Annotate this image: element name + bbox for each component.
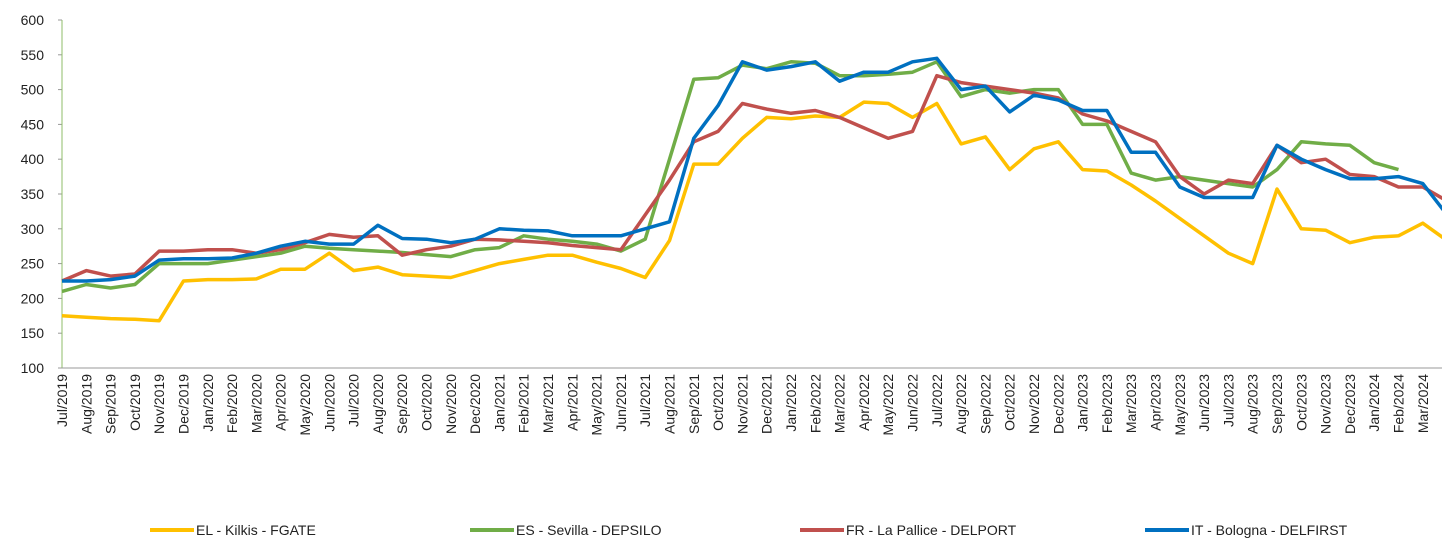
legend-label: ES - Sevilla - DEPSILO xyxy=(516,522,662,538)
x-tick-label: Nov/2022 xyxy=(1026,374,1042,434)
y-tick-label: 450 xyxy=(21,116,45,132)
legend-label: IT - Bologna - DELFIRST xyxy=(1191,522,1348,538)
x-tick-label: Feb/2021 xyxy=(516,374,532,433)
y-tick-label: 300 xyxy=(21,221,45,237)
x-tick-label: Jan/2020 xyxy=(200,374,216,432)
x-tick-label: Feb/2023 xyxy=(1099,374,1115,433)
x-tick-label: Sep/2023 xyxy=(1269,374,1285,434)
y-tick-label: 500 xyxy=(21,82,45,98)
x-tick-label: Dec/2020 xyxy=(467,374,483,434)
x-tick-label: Dec/2022 xyxy=(1050,374,1066,434)
x-tick-label: Feb/2022 xyxy=(807,374,823,433)
x-tick-label: Apr/2022 xyxy=(856,374,872,431)
x-tick-label: Aug/2019 xyxy=(78,374,94,434)
x-tick-label: Jul/2019 xyxy=(54,374,70,427)
x-tick-label: May/2020 xyxy=(297,374,313,436)
series-line xyxy=(61,100,1442,323)
x-tick-label: Sep/2022 xyxy=(977,374,993,434)
y-tick-label: 100 xyxy=(21,360,45,376)
x-tick-label: Oct/2021 xyxy=(710,374,726,431)
x-tick-label: Jul/2021 xyxy=(637,374,653,427)
x-tick-label: Nov/2021 xyxy=(734,374,750,434)
y-tick-label: 150 xyxy=(21,325,45,341)
x-tick-label: Jun/2021 xyxy=(613,374,629,432)
x-tick-label: Jul/2022 xyxy=(929,374,945,427)
x-tick-label: Oct/2020 xyxy=(419,374,435,431)
x-tick-label: May/2021 xyxy=(589,374,605,436)
x-tick-label: Apr/2021 xyxy=(564,374,580,431)
x-tick-label: Feb/2024 xyxy=(1391,374,1407,433)
x-tick-label: Jun/2022 xyxy=(905,374,921,432)
x-tick-label: Apr/2023 xyxy=(1148,374,1164,431)
x-tick-label: Jan/2022 xyxy=(783,374,799,432)
x-tick-label: Sep/2020 xyxy=(394,374,410,434)
x-tick-label: Nov/2023 xyxy=(1318,374,1334,434)
x-tick-label: Aug/2023 xyxy=(1245,374,1261,434)
x-tick-label: Jul/2023 xyxy=(1220,374,1236,427)
x-tick-label: Jun/2023 xyxy=(1196,374,1212,432)
x-tick-label: Jun/2020 xyxy=(321,374,337,432)
x-tick-label: Dec/2021 xyxy=(759,374,775,434)
x-tick-label: Apr/2024 xyxy=(1439,374,1442,431)
x-tick-label: Aug/2021 xyxy=(662,374,678,434)
x-tick-label: Mar/2021 xyxy=(540,374,556,433)
x-tick-label: Jan/2021 xyxy=(491,374,507,432)
x-tick-label: Dec/2023 xyxy=(1342,374,1358,434)
x-tick-label: Oct/2019 xyxy=(127,374,143,431)
x-tick-label: Dec/2019 xyxy=(176,374,192,434)
x-tick-label: Mar/2023 xyxy=(1123,374,1139,433)
legend-label: FR - La Pallice - DELPORT xyxy=(846,522,1017,538)
y-tick-label: 600 xyxy=(21,12,45,28)
series-line xyxy=(61,60,1399,294)
series-line xyxy=(62,56,1442,283)
x-tick-label: Jan/2023 xyxy=(1075,374,1091,432)
x-tick-label: Jan/2024 xyxy=(1366,374,1382,432)
x-tick-label: May/2022 xyxy=(880,374,896,436)
x-tick-label: Mar/2022 xyxy=(832,374,848,433)
y-tick-label: 400 xyxy=(21,151,45,167)
x-tick-label: Oct/2022 xyxy=(1002,374,1018,431)
x-tick-label: Jul/2020 xyxy=(346,374,362,427)
x-tick-label: Sep/2019 xyxy=(103,374,119,434)
x-tick-label: Nov/2019 xyxy=(151,374,167,434)
x-tick-label: May/2023 xyxy=(1172,374,1188,436)
y-tick-label: 250 xyxy=(21,256,45,272)
legend-label: EL - Kilkis - FGATE xyxy=(196,522,316,538)
y-tick-label: 350 xyxy=(21,186,45,202)
y-tick-label: 200 xyxy=(21,290,45,306)
x-tick-label: Feb/2020 xyxy=(224,374,240,433)
x-tick-label: Nov/2020 xyxy=(443,374,459,434)
x-tick-label: Mar/2024 xyxy=(1415,374,1431,433)
x-tick-label: Sep/2021 xyxy=(686,374,702,434)
y-tick-label: 550 xyxy=(21,47,45,63)
x-tick-label: Aug/2022 xyxy=(953,374,969,434)
x-tick-label: Aug/2020 xyxy=(370,374,386,434)
x-tick-label: Apr/2020 xyxy=(273,374,289,431)
x-tick-label: Oct/2023 xyxy=(1293,374,1309,431)
x-tick-label: Mar/2020 xyxy=(248,374,264,433)
series-line xyxy=(61,73,1442,283)
